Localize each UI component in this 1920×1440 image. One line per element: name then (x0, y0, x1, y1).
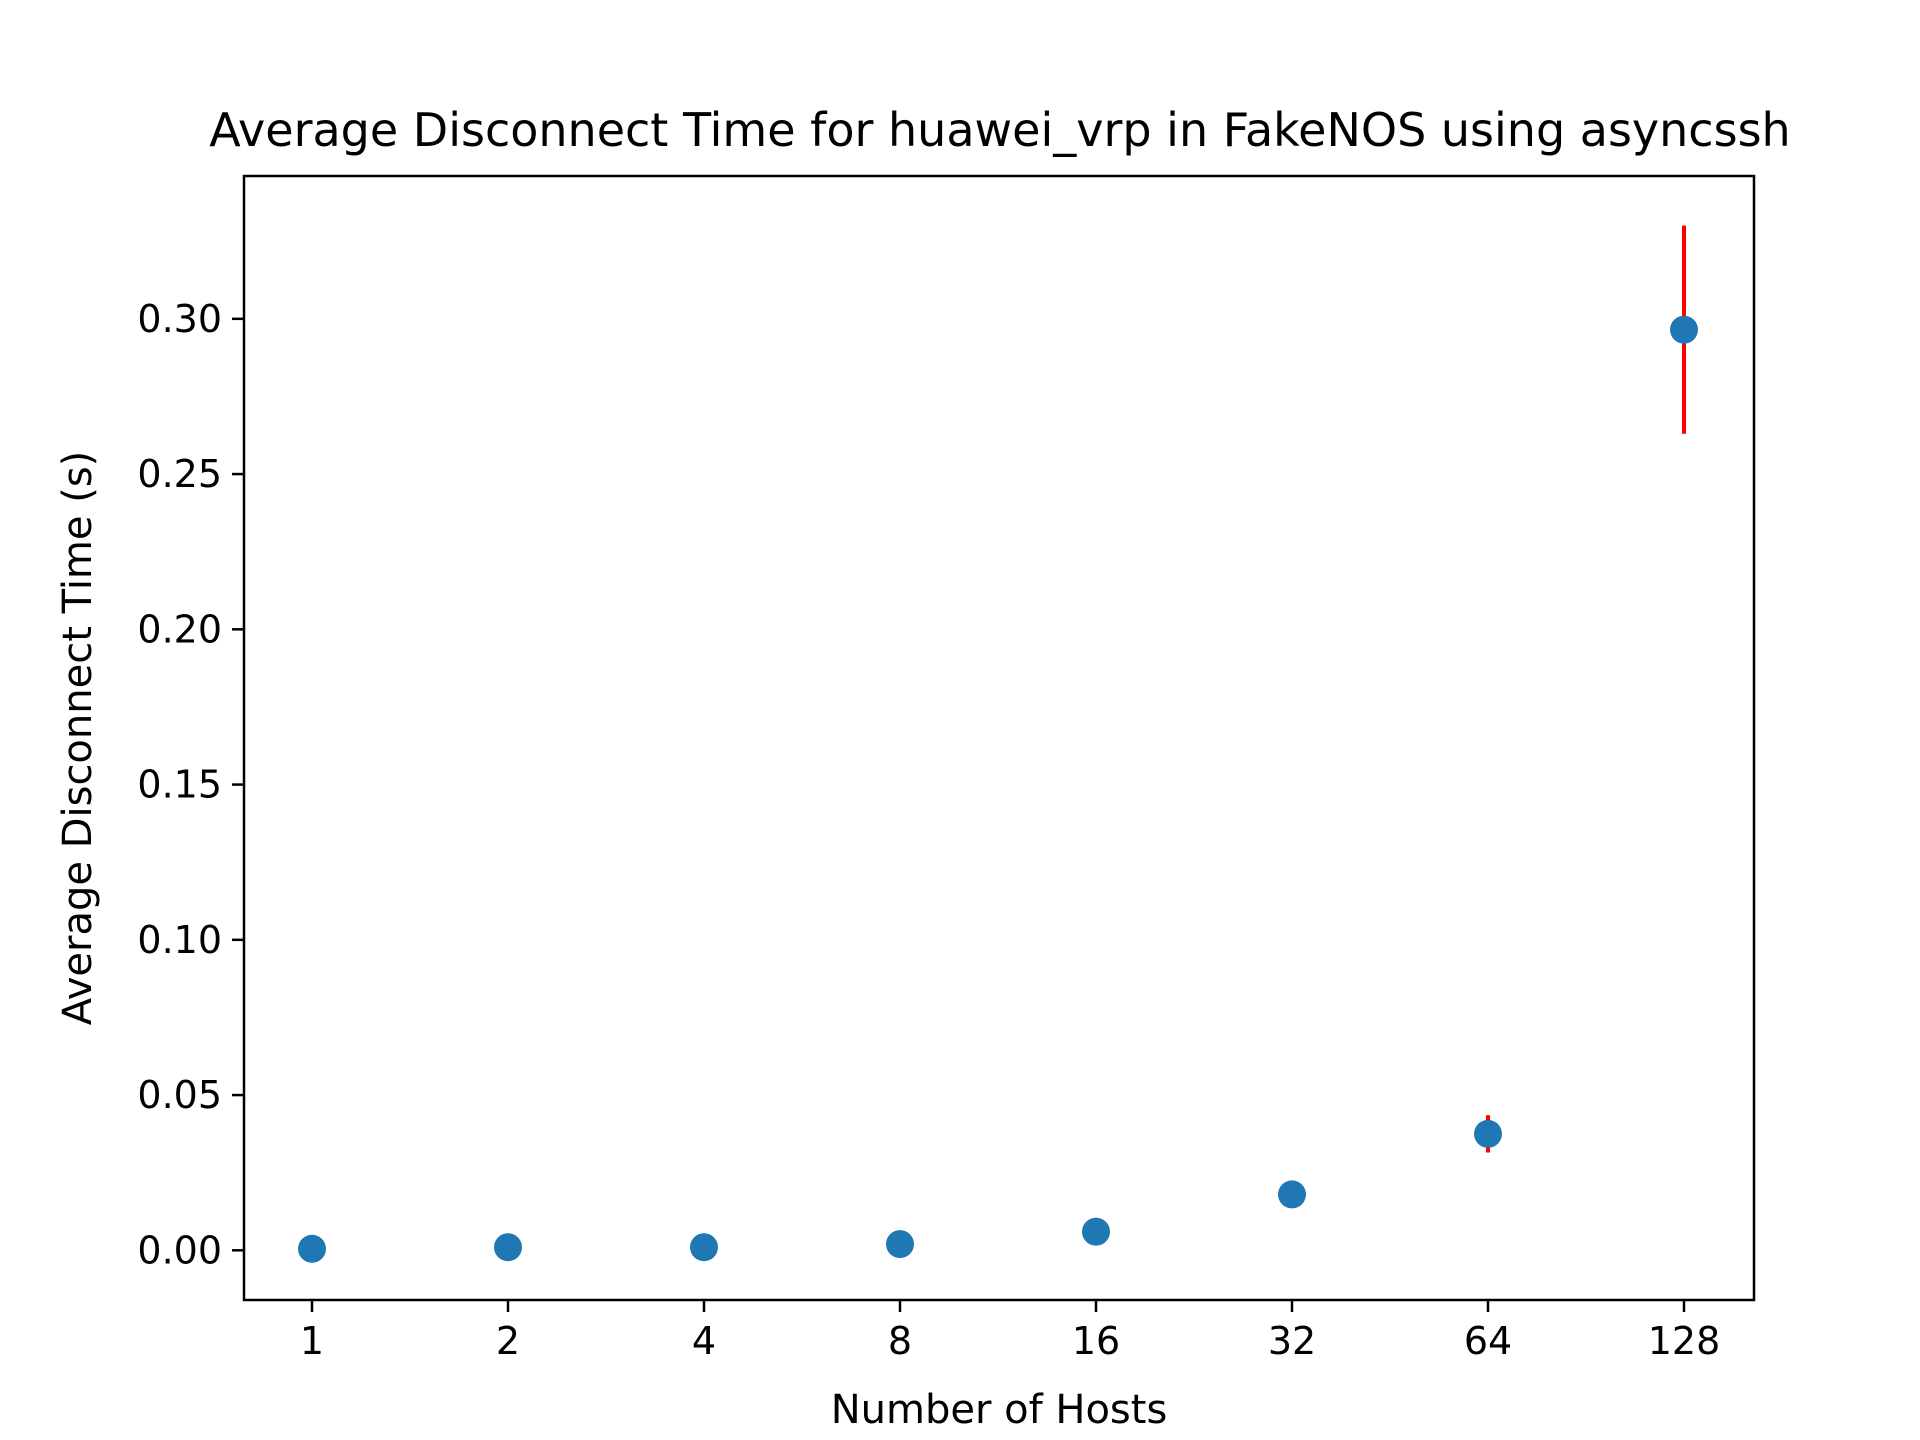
data-point (1670, 315, 1698, 344)
x-tick-label: 64 (1464, 1319, 1512, 1363)
data-point (298, 1234, 326, 1263)
axes-frame (242, 174, 1756, 1302)
plot-area (298, 225, 1698, 1263)
data-point (1082, 1217, 1110, 1246)
y-tick-label: 0.10 (137, 918, 222, 962)
chart-title: Average Disconnect Time for huawei_vrp i… (209, 103, 1790, 157)
y-tick-label: 0.00 (137, 1228, 222, 1272)
data-point (886, 1230, 914, 1259)
x-tick-label: 4 (692, 1319, 716, 1363)
x-tick-label: 8 (888, 1319, 912, 1363)
y-tick-label: 0.20 (137, 607, 222, 651)
x-axis-label: Number of Hosts (831, 1387, 1168, 1433)
x-tick-label: 1 (300, 1319, 324, 1363)
y-axis-label: Average Disconnect Time (s) (55, 451, 101, 1026)
x-tick-label: 16 (1072, 1319, 1120, 1363)
data-point (690, 1233, 718, 1262)
y-tick-label: 0.25 (137, 452, 222, 496)
data-point (1278, 1180, 1306, 1209)
x-axis: 1 2 4 8 16 32 64 128 (300, 1300, 1720, 1363)
data-point (494, 1233, 522, 1262)
y-tick-label: 0.15 (137, 763, 222, 807)
x-tick-label: 128 (1648, 1319, 1721, 1363)
data-point (1474, 1119, 1502, 1148)
y-tick-label: 0.30 (137, 297, 222, 341)
y-tick-label: 0.05 (137, 1073, 222, 1117)
x-tick-label: 32 (1268, 1319, 1316, 1363)
x-tick-label: 2 (496, 1319, 520, 1363)
y-axis: 0.00 0.05 0.10 0.15 0.20 0.25 0.30 (137, 297, 244, 1272)
